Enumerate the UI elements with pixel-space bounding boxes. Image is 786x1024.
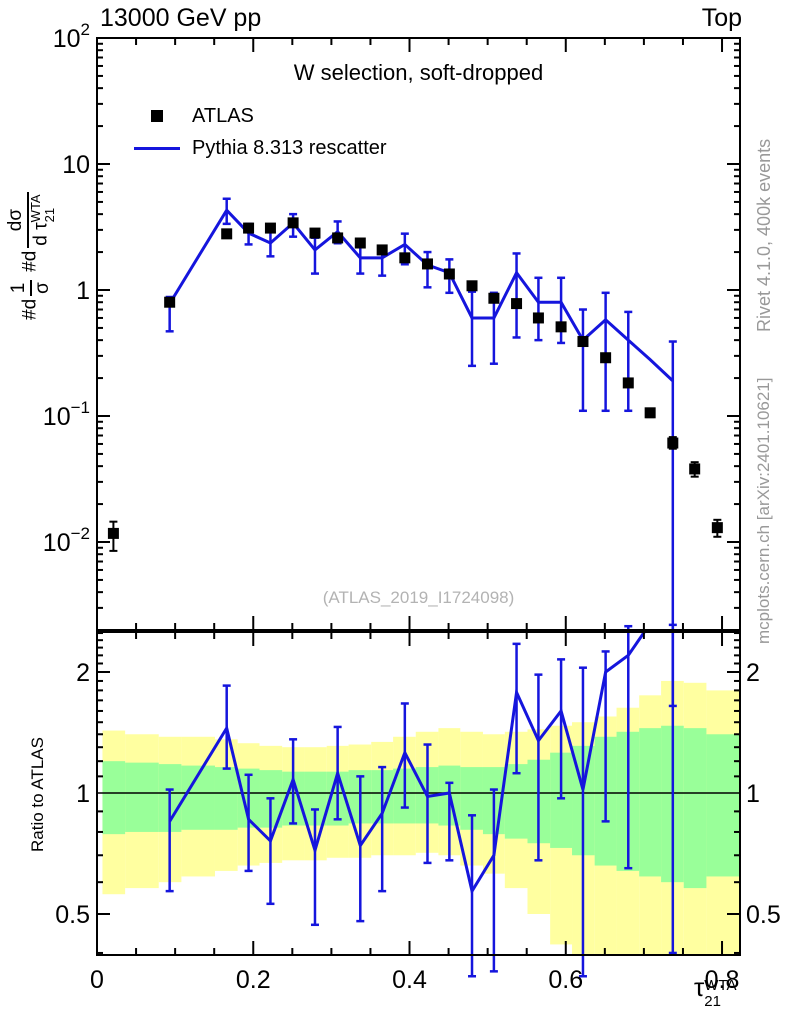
atlas-square-marker-icon: [151, 110, 163, 122]
svg-text:1: 1: [746, 780, 760, 808]
ratio-frame: [96, 631, 741, 956]
pythia-line: [168, 207, 674, 382]
ratio-line: [168, 632, 647, 896]
y-label-prefix: #d: [19, 298, 41, 320]
legend-item-pythia: Pythia 8.313 rescatter: [128, 132, 387, 164]
svg-text:2: 2: [746, 659, 760, 687]
mcplots-credit-note: mcplots.cern.ch [arXiv:2401.10621]: [754, 377, 773, 644]
legend-label-pythia: Pythia 8.313 rescatter: [192, 136, 387, 159]
svg-text:10−1: 10−1: [43, 398, 90, 431]
ratio-y-axis-label: Ratio to ATLAS: [28, 737, 47, 852]
main-y-axis-label: #d 1 σ #d dσ d τ WTA 21: [5, 192, 57, 320]
pythia-line-marker-icon: [134, 146, 180, 150]
legend: ATLAS Pythia 8.313 rescatter: [128, 100, 387, 164]
svg-text:102: 102: [53, 20, 90, 53]
svg-text:2: 2: [76, 659, 90, 687]
svg-text:0.4: 0.4: [392, 966, 427, 994]
axis-ticks: [96, 37, 740, 955]
header-beam-energy: 13000 GeV pp: [100, 4, 262, 32]
watermark-analysis-id: (ATLAS_2019_I1724098): [322, 588, 515, 607]
x-axis-label: τ WTA 21: [694, 972, 737, 1010]
y-label-prefix: #d: [19, 250, 41, 272]
legend-item-atlas: ATLAS: [128, 100, 387, 132]
svg-text:0: 0: [90, 966, 104, 994]
plot-title: W selection, soft-dropped: [293, 60, 544, 85]
rivet-version-note: Rivet 4.1.0, 400k events: [754, 138, 774, 332]
svg-text:1: 1: [76, 277, 90, 305]
header-process: Top: [701, 4, 742, 32]
svg-text:0.2: 0.2: [236, 966, 271, 994]
svg-text:10−2: 10−2: [43, 524, 90, 557]
svg-text:10: 10: [62, 151, 90, 179]
svg-text:0.5: 0.5: [746, 901, 781, 929]
svg-text:0.8: 0.8: [705, 966, 740, 994]
legend-label-atlas: ATLAS: [192, 104, 254, 127]
svg-text:0.6: 0.6: [548, 966, 583, 994]
atlas-markers: [107, 217, 723, 539]
main-frame: [96, 37, 741, 631]
svg-text:1: 1: [76, 780, 90, 808]
ratio-errorbars: [165, 623, 677, 978]
pythia-errorbars: [165, 197, 677, 708]
axis-tick-labels: 102 10 1 10−1 10−2 2 2 1 1 0.5 0.5 0 0.2 0.4 0.6 0.8: [43, 20, 781, 994]
svg-text:0.5: 0.5: [55, 901, 90, 929]
